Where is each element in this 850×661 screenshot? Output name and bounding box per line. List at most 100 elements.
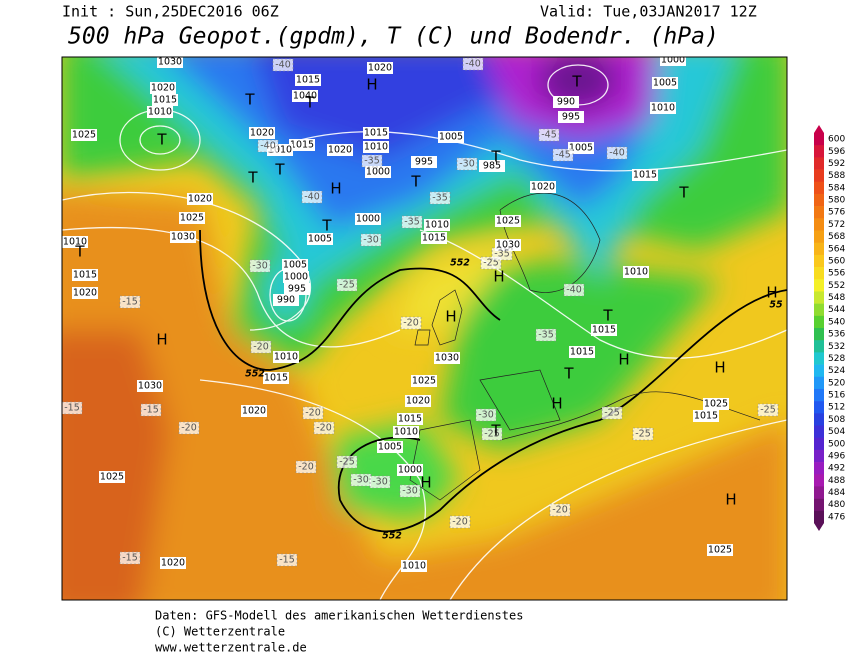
colorbar-label: 576 (828, 208, 845, 218)
height-contour-label: 55 (769, 300, 783, 311)
pressure-center: T (244, 91, 255, 109)
temperature-label-box (295, 460, 317, 474)
colorbar-swatch (814, 230, 824, 243)
pressure-center: H (330, 180, 341, 198)
isobar-label: 1010 (268, 145, 292, 156)
pressure-center: T (247, 169, 258, 187)
isobar-label-box (170, 231, 196, 243)
temperature-label: -15 (143, 405, 159, 416)
pressure-center: H (366, 76, 377, 94)
isobar-label-box (273, 351, 299, 363)
isobar-label: 985 (483, 161, 501, 172)
isobar-label-box (72, 269, 98, 281)
isobar-label-box (273, 294, 299, 306)
colorbar-top-arrow (814, 125, 824, 133)
isobar-label-box (495, 215, 521, 227)
colorbar-label: 532 (828, 342, 845, 352)
isobar-label-box (292, 90, 318, 102)
temperature-label-box (119, 551, 141, 565)
isobar-label-box (365, 166, 391, 178)
colorbar-swatch (814, 437, 824, 451)
temperature-label-box (535, 328, 557, 342)
isobar-label-box (411, 375, 437, 387)
isobar-label: 995 (288, 284, 306, 295)
isobar-label-box (397, 464, 423, 476)
isobar-label: 1010 (274, 352, 298, 363)
isobar-label-box (150, 82, 176, 94)
colorbar-swatch (814, 401, 824, 414)
isobar-label-box (71, 129, 97, 141)
colorbar-swatch (814, 340, 824, 353)
temperature-label-box (449, 515, 471, 529)
temperature-label: -30 (372, 477, 388, 488)
temperature-label-box (481, 427, 503, 441)
isobar-label: 1010 (148, 107, 172, 118)
temperature-label-box (369, 475, 391, 489)
temperature-label: -40 (304, 192, 320, 203)
isobar-label: 1020 (161, 558, 185, 569)
colorbar-swatch (814, 376, 824, 390)
isobar-label: 1020 (328, 145, 352, 156)
temperature-label-box (563, 283, 585, 297)
colorbar-label: 536 (828, 330, 845, 340)
temperature-label-box (401, 215, 423, 229)
isobar-label-box (295, 74, 321, 86)
isobar-label: 1025 (708, 545, 732, 556)
isobar-label-box (703, 398, 729, 410)
temperature-label: -15 (122, 553, 138, 564)
colorbar-swatch (814, 218, 824, 231)
colorbar-swatch (814, 303, 824, 317)
colorbar-label: 524 (828, 366, 845, 376)
colorbar-swatch (814, 145, 824, 158)
colorbar-label: 488 (828, 476, 845, 486)
isobar-label-box (307, 233, 333, 245)
temperature-label: -20 (181, 423, 197, 434)
isobar-label-box (187, 193, 213, 205)
isobar-label-box (99, 471, 125, 483)
isobar-label: 1020 (406, 396, 430, 407)
colorbar-label: 540 (828, 317, 845, 327)
isobar-label-box (157, 57, 183, 68)
colorbar-swatch (814, 352, 824, 365)
isobar-label: 1025 (412, 376, 436, 387)
colorbar: 600 596 592 588 584 580 576 572 568 564 560 556 552 5… (814, 125, 845, 531)
temperature-label-box (475, 408, 497, 422)
temperature-label: -40 (609, 148, 625, 159)
map: 1030102010151010102510151040102010201015… (62, 57, 787, 600)
temperature-label-box (336, 455, 358, 469)
isobar-label-box (241, 405, 267, 417)
colorbar-label: 548 (828, 293, 845, 303)
pressure-center: H (420, 474, 431, 492)
temperature-label: -20 (305, 408, 321, 419)
temperature-label-box (249, 259, 271, 273)
temperature-label-box (272, 58, 294, 72)
colorbar-label: 504 (828, 427, 845, 437)
temperature-label: -25 (760, 405, 776, 416)
isobar-label: 1010 (624, 267, 648, 278)
isobar-label: 1015 (398, 414, 422, 425)
temperature-label-box (601, 406, 623, 420)
temperature-label-box (301, 190, 323, 204)
isobar-label-box (693, 410, 719, 422)
isobar-label: 1025 (100, 472, 124, 483)
isobar-label: 1040 (293, 91, 317, 102)
colorbar-label: 508 (828, 415, 845, 425)
temperature-label: -35 (494, 249, 510, 260)
colorbar-label: 552 (828, 281, 845, 291)
pressure-center: T (410, 173, 421, 191)
temperature-label-box (399, 484, 421, 498)
isobar-label: 1020 (73, 288, 97, 299)
colorbar-label: 580 (828, 196, 845, 206)
init-time: Init : Sun,25DEC2016 06Z (62, 3, 279, 21)
isobar-label: 1025 (72, 130, 96, 141)
height-contour-label: 552 (450, 258, 470, 269)
colorbar-swatch (814, 486, 824, 499)
temperature-label: -20 (298, 462, 314, 473)
isobar-label-box (652, 77, 678, 89)
colorbar-label: 512 (828, 403, 845, 413)
isobar-label: 990 (277, 295, 295, 306)
pressure-center: T (490, 148, 501, 166)
isobar-label-box (405, 395, 431, 407)
isobar-label: 1000 (398, 465, 422, 476)
